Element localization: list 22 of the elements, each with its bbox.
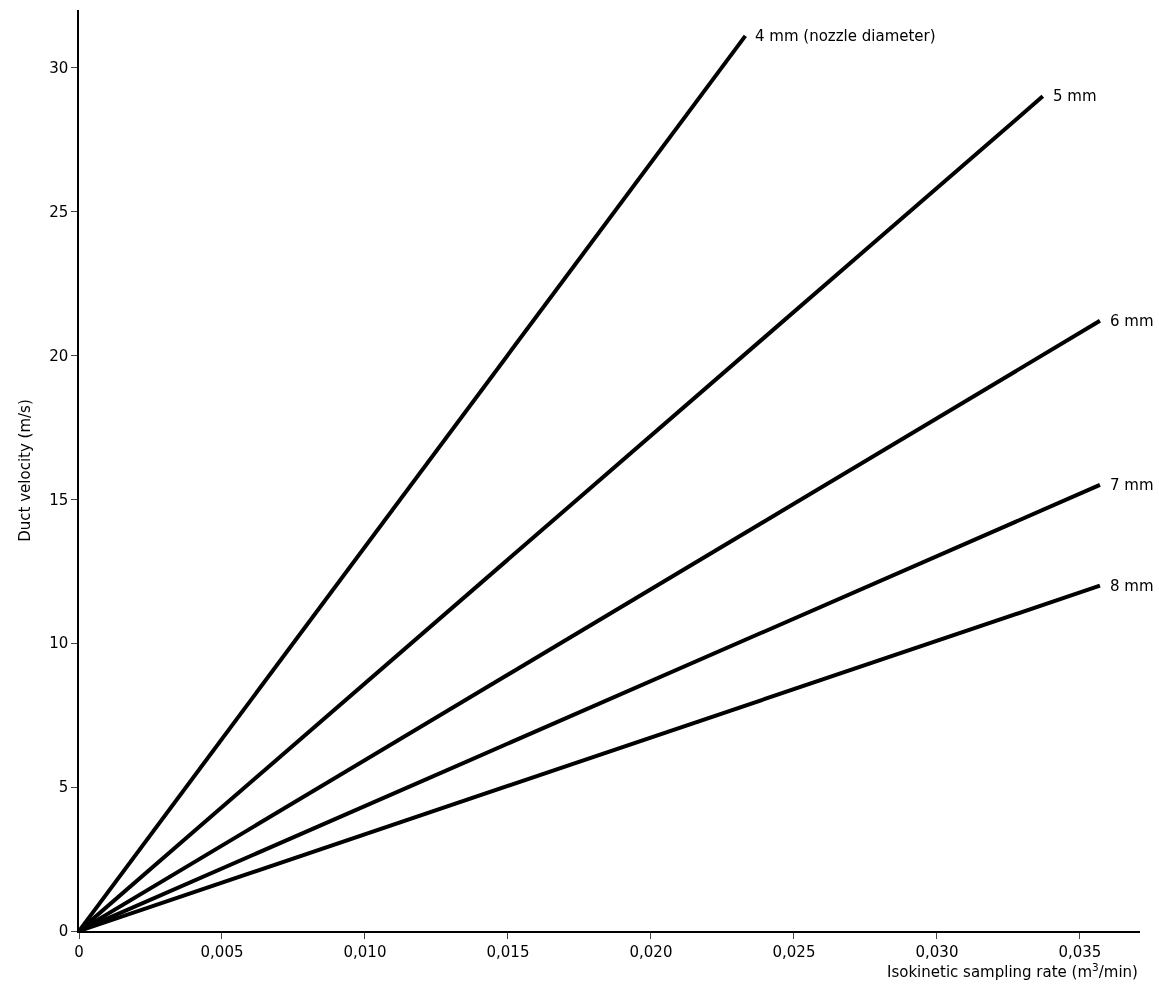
x-tick-label: 0,005 <box>200 942 244 961</box>
x-tick-label: 0 <box>74 942 84 961</box>
series-label: 6 mm <box>1110 312 1154 330</box>
y-tick-label: 15 <box>49 490 69 509</box>
y-tick-label: 5 <box>58 778 69 797</box>
series-label: 7 mm <box>1110 476 1154 494</box>
y-tick-label: 10 <box>49 634 69 653</box>
x-tick-label: 0,025 <box>772 942 816 961</box>
x-tick-label: 0,010 <box>343 942 387 961</box>
y-axis-title: Duct velocity (m/s) <box>15 399 34 542</box>
y-tick-label: 0 <box>58 922 69 941</box>
y-tick-label: 20 <box>49 346 69 365</box>
x-tick-label: 0,035 <box>1058 942 1102 961</box>
x-axis-title: Isokinetic sampling rate (m$^{3}$/min) <box>887 961 1138 982</box>
x-tick-label: 0,020 <box>629 942 673 961</box>
y-tick-label: 30 <box>49 58 69 77</box>
series-label: 4 mm (nozzle diameter) <box>755 27 936 45</box>
series-label: 8 mm <box>1110 577 1154 595</box>
x-tick-label: 0,015 <box>486 942 530 961</box>
series-label: 5 mm <box>1053 87 1097 105</box>
x-tick-label: 0,030 <box>915 942 959 961</box>
y-tick-label: 25 <box>49 202 69 221</box>
